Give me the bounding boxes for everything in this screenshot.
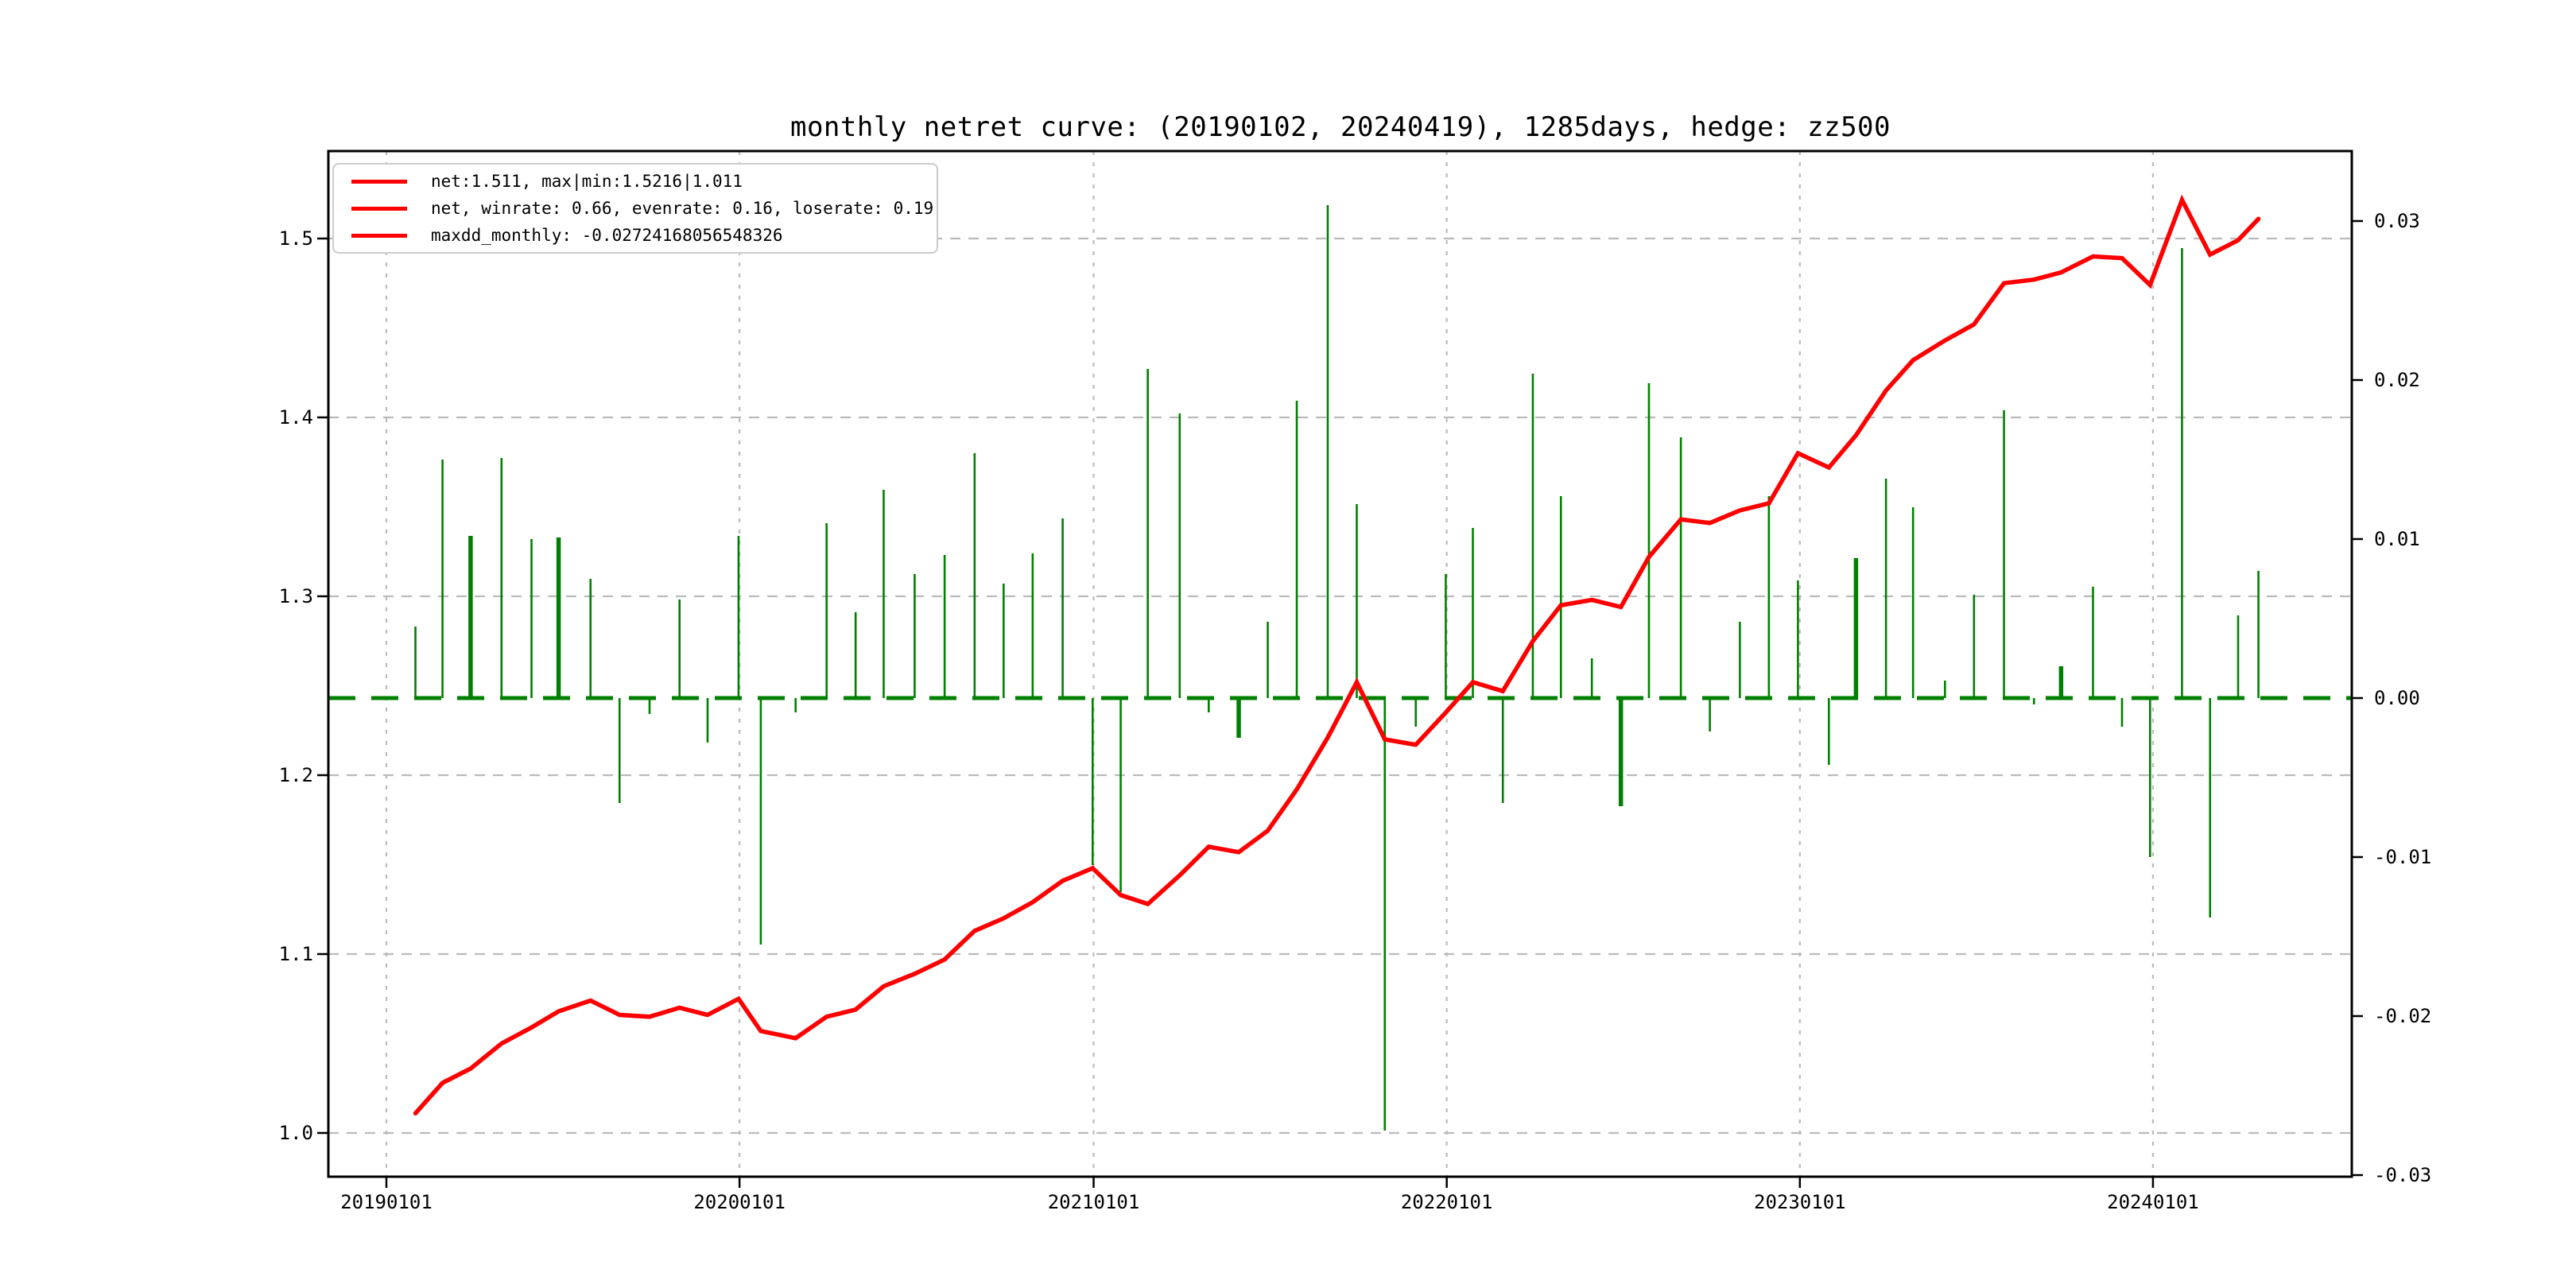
red-line-swatch-icon	[351, 206, 407, 211]
y-left-tick-label: 1.5	[278, 227, 313, 250]
x-axis-tick-label: 20210101	[1047, 1191, 1140, 1213]
y-right-tick-label: 0.02	[2374, 369, 2420, 391]
y-left-tick-label: 1.1	[278, 943, 313, 965]
net-curve-line	[413, 194, 2261, 1116]
plot-border	[327, 149, 2353, 1178]
y-right-tick-label: -0.02	[2374, 1005, 2432, 1027]
y-right-tick-label: -0.03	[2374, 1164, 2432, 1186]
legend-item-net: net:1.511, max|min:1.5216|1.011	[334, 168, 743, 195]
y-left-tick-label: 1.2	[278, 764, 313, 786]
y-right-tick-label: 0.01	[2374, 528, 2420, 550]
x-axis-tick-label: 20190101	[340, 1191, 433, 1213]
red-line-swatch-icon	[351, 233, 407, 238]
legend-item-maxdd: maxdd_monthly: -0.02724168056548326	[334, 222, 783, 249]
legend-item-winrate: net, winrate: 0.66, evenrate: 0.16, lose…	[334, 195, 933, 222]
legend-label: maxdd_monthly: -0.02724168056548326	[431, 226, 783, 245]
x-axis-tick-label: 20240101	[2107, 1191, 2199, 1213]
y-right-tick-label: -0.01	[2374, 846, 2432, 868]
x-axis-tick-label: 20200101	[693, 1191, 786, 1213]
y-left-tick-label: 1.4	[278, 406, 313, 429]
y-left-tick-label: 1.3	[278, 585, 313, 607]
chart-title: monthly netret curve: (20190102, 2024041…	[789, 111, 1891, 143]
legend-label: net:1.511, max|min:1.5216|1.011	[431, 172, 743, 191]
legend-label: net, winrate: 0.66, evenrate: 0.16, lose…	[431, 199, 934, 218]
y-left-tick-label: 1.0	[278, 1122, 313, 1144]
red-line-swatch-icon	[351, 179, 407, 184]
x-axis-tick-label: 20220101	[1400, 1191, 1493, 1213]
y-right-tick-label: 0.03	[2374, 210, 2420, 232]
y-right-tick-label: 0.00	[2374, 687, 2420, 709]
x-axis-tick-label: 20230101	[1754, 1191, 1846, 1213]
legend-box: net:1.511, max|min:1.5216|1.011 net, win…	[332, 163, 938, 254]
